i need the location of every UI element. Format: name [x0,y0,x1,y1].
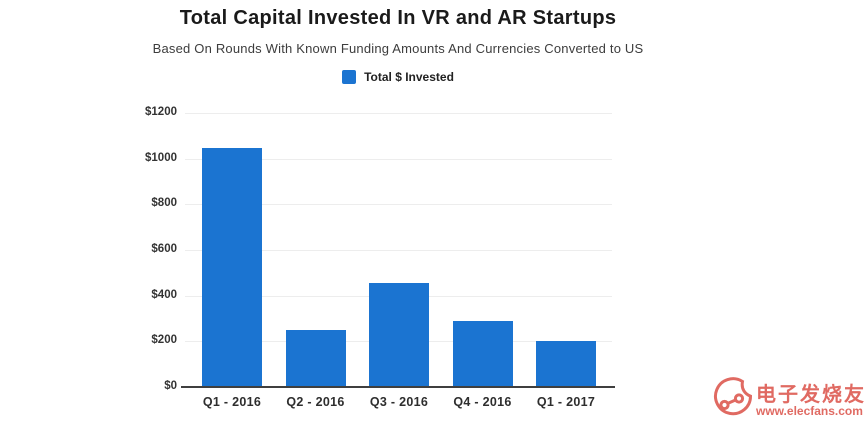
y-axis-tick-label: $1000 [145,151,177,164]
y-axis-tick-label: $600 [151,243,177,255]
chart-title: Total Capital Invested In VR and AR Star… [179,7,617,29]
gridline [185,250,612,251]
x-axis-tick-label: Q4 - 2016 [453,395,512,409]
chart-subtitle: Based On Rounds With Known Funding Amoun… [152,41,644,56]
y-axis-tick-label: $1200 [145,106,177,118]
y-axis-tick-label: $800 [151,197,177,210]
x-axis-line [181,386,615,388]
y-axis-tick-label: $200 [151,334,177,347]
legend: Total $ Invested [0,69,650,85]
bar-q1-2016 [202,148,262,387]
elecfans-logo-icon [714,377,753,416]
bar-q4-2016 [452,320,513,387]
watermark-url-text: www.elecfans.com [756,404,863,418]
y-axis-tick-label: $400 [151,288,177,301]
bar-q3-2016 [369,283,429,387]
chart-crop-region: Total Capital Invested In VR and AR Star… [0,7,650,409]
plot-area [185,113,612,387]
gridline [185,113,612,114]
x-axis-tick-label: Q2 - 2016 [286,395,345,409]
gridline [185,158,612,160]
legend-swatch-icon [342,70,357,84]
legend-label: Total $ Invested [364,70,454,84]
x-axis-tick-label: Q1 - 2017 [536,395,596,409]
x-axis-tick-label: Q1 - 2016 [202,395,262,409]
y-axis-tick-label: $0 [164,380,177,392]
gridline [185,204,612,206]
watermark: 电子发烧友 www.elecfans.com [712,372,866,424]
bar-q1-2017 [536,341,596,387]
x-axis-tick-label: Q3 - 2016 [369,395,429,409]
bar-q2-2016 [285,329,346,387]
watermark-cn-text: 电子发烧友 [756,384,866,406]
